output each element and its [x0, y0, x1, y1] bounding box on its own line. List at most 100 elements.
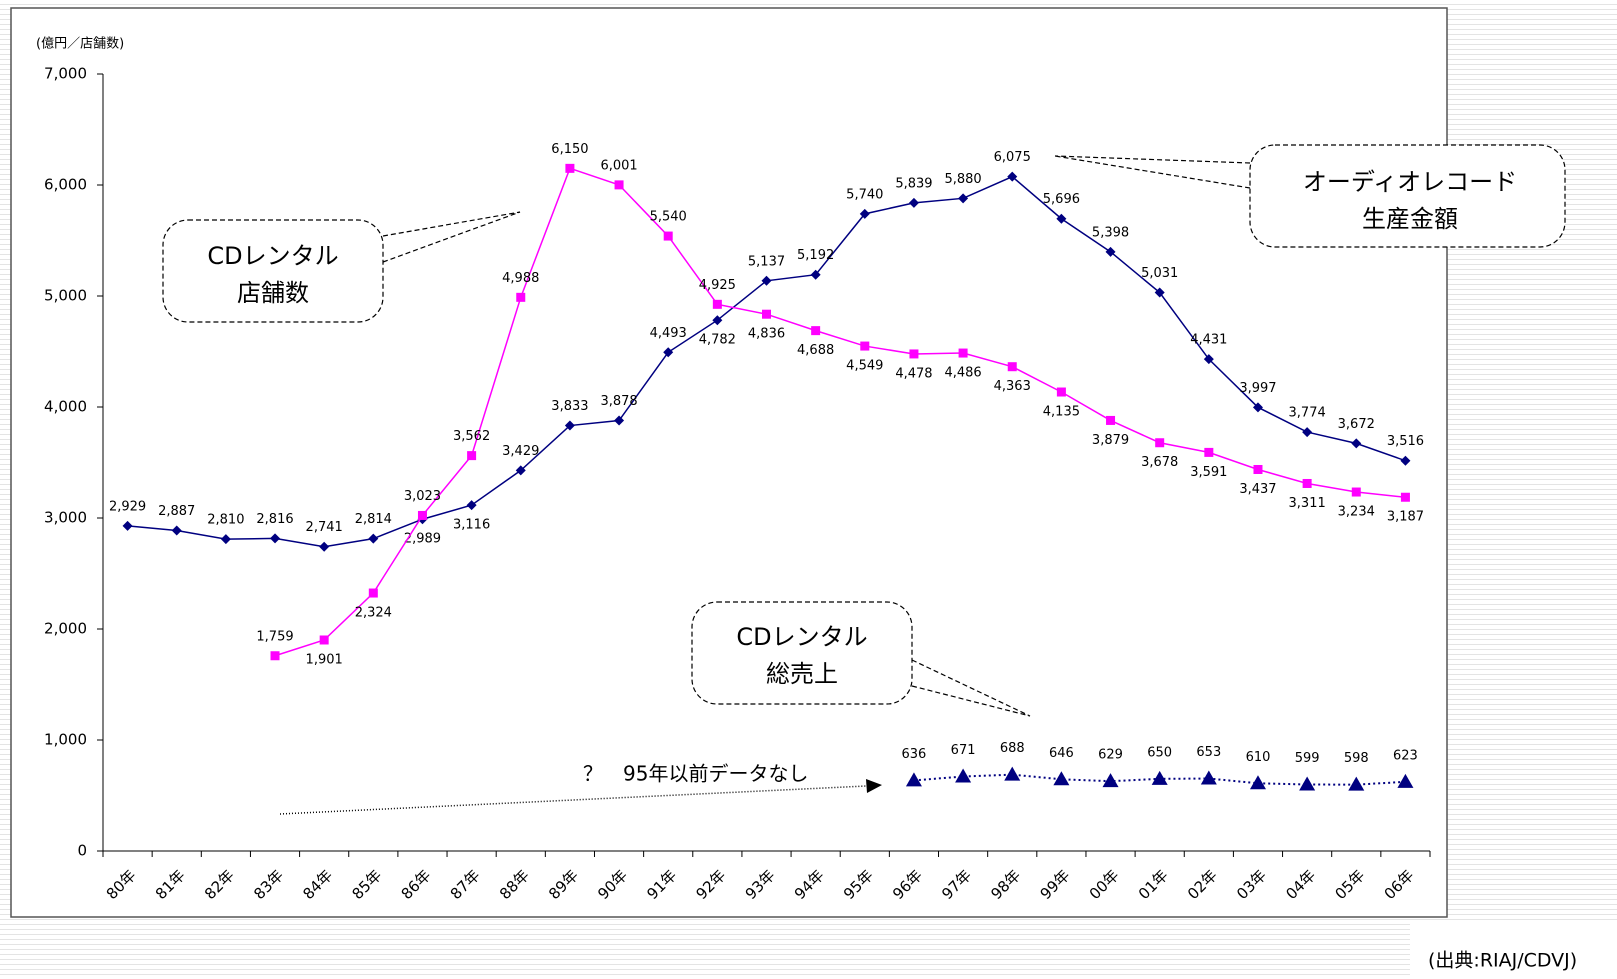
y-unit: (億円／店舗数) [36, 36, 124, 52]
marker [762, 309, 771, 319]
data-label: 653 [1196, 745, 1221, 760]
marker [1397, 773, 1414, 788]
marker [1252, 402, 1263, 413]
data-label: 4,925 [699, 278, 736, 293]
source: (出典:RIAJ/CDVJ) [1428, 950, 1577, 972]
data-label: 5,740 [846, 187, 883, 202]
marker [220, 534, 231, 545]
marker [1200, 770, 1217, 785]
marker [860, 341, 870, 351]
data-label: 3,833 [551, 399, 588, 414]
marker [614, 180, 624, 190]
marker [1102, 773, 1119, 788]
callout-text: オーディオレコード [1303, 168, 1517, 196]
marker [761, 275, 772, 286]
marker [319, 541, 330, 552]
callout-shapes [162, 144, 1566, 717]
marker [1351, 438, 1362, 449]
y-tick-label: 0 [77, 842, 87, 860]
callout-pointer [1054, 155, 1251, 189]
data-label: 3,997 [1239, 381, 1276, 396]
callout-pointer [382, 211, 521, 263]
marker [1203, 354, 1214, 365]
marker [1204, 447, 1214, 457]
marker [1106, 415, 1116, 425]
data-label: 4,363 [994, 379, 1031, 394]
marker [1053, 771, 1070, 786]
marker [1299, 776, 1316, 791]
callout-box [1249, 144, 1566, 248]
marker [565, 163, 575, 173]
data-label: 5,398 [1092, 225, 1129, 240]
data-label: 3,116 [453, 518, 490, 533]
marker [515, 465, 526, 476]
data-label: 598 [1344, 751, 1369, 766]
y-tick-label: 3,000 [44, 509, 87, 527]
data-label: 3,234 [1338, 505, 1375, 520]
data-label: 3,878 [600, 394, 637, 409]
data-label: 2,324 [355, 606, 392, 621]
data-label: 2,816 [256, 512, 293, 527]
marker [270, 533, 281, 544]
marker [1155, 438, 1165, 448]
data-label: 4,431 [1190, 333, 1227, 348]
y-tick-label: 4,000 [44, 398, 87, 416]
data-label: 636 [902, 747, 927, 762]
y-tick-label: 7,000 [44, 65, 87, 83]
marker [1302, 478, 1312, 488]
marker [958, 348, 968, 358]
marker [368, 533, 379, 544]
y-tick-label: 2,000 [44, 620, 87, 638]
marker [1400, 455, 1411, 466]
callout-text: CDレンタル [736, 623, 867, 651]
data-label: 3,672 [1338, 417, 1375, 432]
marker [1348, 776, 1365, 791]
callout-box [691, 601, 913, 705]
y-tick-label: 1,000 [44, 731, 87, 749]
marker [712, 315, 723, 326]
callout-text: CDレンタル [207, 242, 338, 270]
marker [1154, 287, 1165, 298]
marker [1056, 387, 1066, 397]
data-label: 3,429 [502, 444, 539, 459]
data-label: 599 [1295, 751, 1320, 766]
y-tick-label: 6,000 [44, 176, 87, 194]
marker [1400, 492, 1410, 502]
marker [1351, 487, 1361, 497]
marker [1105, 246, 1116, 257]
marker [614, 415, 625, 426]
data-label: 3,591 [1190, 465, 1227, 480]
data-label: 3,437 [1239, 482, 1276, 497]
data-label: 4,486 [944, 366, 981, 381]
marker [417, 510, 427, 520]
data-label: 3,023 [404, 489, 441, 504]
data-label: 4,836 [748, 327, 785, 342]
marker [859, 208, 870, 219]
data-label: 5,540 [650, 210, 687, 225]
marker [564, 420, 575, 431]
data-label: 3,187 [1387, 510, 1424, 525]
marker [663, 347, 674, 358]
callout-text: 生産金額 [1362, 205, 1458, 233]
marker [1253, 464, 1263, 474]
marker [1007, 171, 1018, 182]
data-label: 3,562 [453, 429, 490, 444]
data-label: 5,031 [1141, 266, 1178, 281]
data-label: 3,311 [1289, 496, 1326, 511]
data-label: 1,901 [306, 652, 343, 667]
note-arrowhead [866, 779, 882, 793]
data-label: 3,879 [1092, 433, 1129, 448]
marker [810, 269, 821, 280]
data-label: 3,774 [1289, 406, 1326, 421]
data-label: 4,493 [650, 326, 687, 341]
marker [1056, 213, 1067, 224]
data-label: 5,696 [1043, 192, 1080, 207]
data-label: 2,741 [306, 520, 343, 535]
data-label: 650 [1147, 745, 1172, 760]
data-label: 5,839 [895, 176, 932, 191]
marker [1007, 362, 1017, 372]
marker [909, 349, 919, 359]
data-label: 3,678 [1141, 455, 1178, 470]
marker [516, 292, 526, 302]
